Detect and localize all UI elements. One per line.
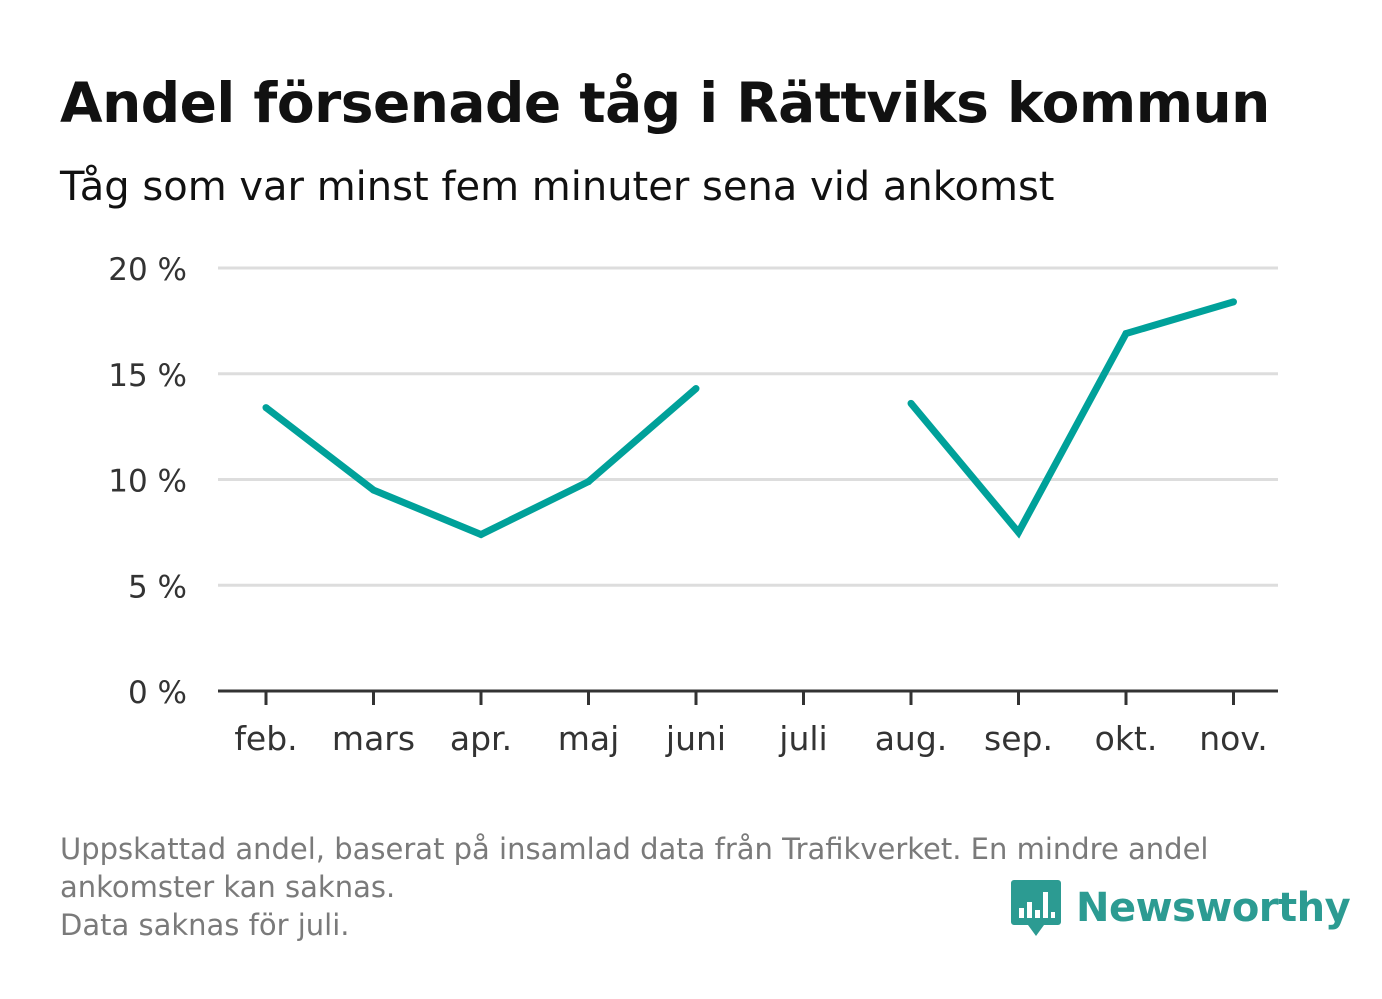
bar-chart-speech-bubble-icon xyxy=(1011,880,1061,936)
x-tick-label: apr. xyxy=(450,719,512,758)
series-line-segment xyxy=(908,298,1235,539)
footer-note: Uppskattad andel, baserat på insamlad da… xyxy=(60,830,1320,944)
chart-title: Andel försenade tåg i Rättviks kommun xyxy=(60,71,1270,135)
chart-subtitle: Tåg som var minst fem minuter sena vid a… xyxy=(60,164,1055,210)
x-tick-label: mars xyxy=(332,719,415,758)
data-point xyxy=(370,486,377,494)
data-point xyxy=(262,404,270,412)
data-point xyxy=(585,478,592,486)
footer-note-line-1: Uppskattad andel, baserat på insamlad da… xyxy=(60,832,1209,904)
y-tick-label: 5 % xyxy=(128,569,187,605)
x-tick-label: juni xyxy=(665,719,726,758)
y-tick-label: 10 % xyxy=(108,464,187,500)
x-tick-label: okt. xyxy=(1095,719,1158,758)
brand-logo: Newsworthy xyxy=(1010,878,1351,938)
x-tick-label: nov. xyxy=(1199,719,1268,758)
data-point xyxy=(477,530,485,538)
data-point xyxy=(1122,330,1130,338)
data-point xyxy=(692,385,700,393)
x-tick-label: maj xyxy=(558,719,620,758)
x-tick-label: sep. xyxy=(984,719,1053,758)
data-point xyxy=(1015,528,1022,536)
x-tick-label: juli xyxy=(778,719,827,758)
y-tick-label: 0 % xyxy=(128,675,187,711)
footer-note-line-2: Data saknas för juli. xyxy=(60,908,350,942)
line-chart: 0 % 5 % 10 % 15 % 20 % feb. mars apr. maj juni jul… xyxy=(108,252,1278,758)
x-tick-label: feb. xyxy=(234,719,297,758)
y-tick-label: 15 % xyxy=(108,358,187,394)
x-tick-label: aug. xyxy=(875,719,948,758)
data-point xyxy=(1230,298,1237,306)
brand-name: Newsworthy xyxy=(1076,885,1351,931)
data-point xyxy=(907,399,915,407)
series-line-segment xyxy=(263,385,699,539)
y-tick-label: 20 % xyxy=(108,252,187,288)
